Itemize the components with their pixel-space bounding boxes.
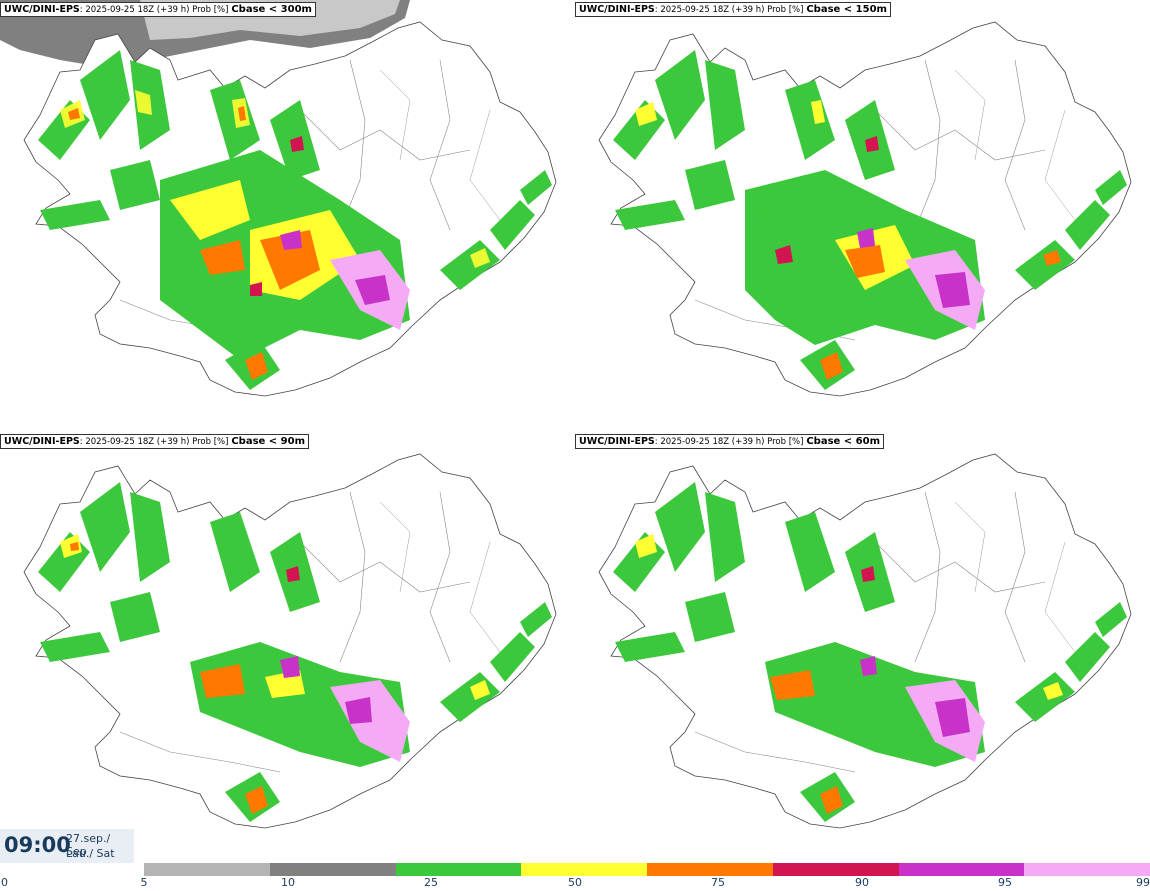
color-legend xyxy=(144,863,1150,876)
legend-swatch xyxy=(144,863,271,876)
run-info: : 2025-09-25 18Z (+39 h) Prob [%] xyxy=(654,437,804,447)
legend-tick-label: 50 xyxy=(568,876,582,889)
legend-swatch xyxy=(269,863,396,876)
legend-swatch xyxy=(772,863,899,876)
panel-title: UWC/DINI-EPS: 2025-09-25 18Z (+39 h) Pro… xyxy=(0,2,316,17)
legend-tick-label: 99 xyxy=(1136,876,1150,889)
panel-title: UWC/DINI-EPS: 2025-09-25 18Z (+39 h) Pro… xyxy=(0,434,309,449)
variable-label: Cbase < 60m xyxy=(806,436,880,447)
valid-time-box: 09:00 27.sep./ Sep Lau./ Sat xyxy=(0,829,134,863)
run-info: : 2025-09-25 18Z (+39 h) Prob [%] xyxy=(79,437,229,447)
panel-title: UWC/DINI-EPS: 2025-09-25 18Z (+39 h) Pro… xyxy=(575,2,891,17)
map-canvas xyxy=(598,453,1132,829)
map-canvas xyxy=(23,453,557,829)
model-name: UWC/DINI-EPS xyxy=(579,436,655,447)
legend-swatch xyxy=(898,863,1025,876)
model-name: UWC/DINI-EPS xyxy=(4,4,80,15)
run-info: : 2025-09-25 18Z (+39 h) Prob [%] xyxy=(654,5,804,15)
legend-tick-label: 75 xyxy=(711,876,725,889)
legend-swatch xyxy=(647,863,774,876)
map-canvas xyxy=(0,0,557,397)
model-name: UWC/DINI-EPS xyxy=(579,4,655,15)
valid-time: 09:00 xyxy=(4,833,71,857)
model-name: UWC/DINI-EPS xyxy=(4,436,80,447)
valid-date: 27.sep./ Sep xyxy=(66,832,111,858)
map-panel-cbase-60m: UWC/DINI-EPS: 2025-09-25 18Z (+39 h) Pro… xyxy=(575,432,1150,864)
map-panel-cbase-300m: UWC/DINI-EPS: 2025-09-25 18Z (+39 h) Pro… xyxy=(0,0,575,432)
legend-swatch xyxy=(395,863,522,876)
variable-label: Cbase < 300m xyxy=(231,4,312,15)
legend-tick-label: 25 xyxy=(424,876,438,889)
legend-tick-label: 90 xyxy=(855,876,869,889)
legend-tick-label: 5 xyxy=(140,876,148,889)
legend-tick-label: 95 xyxy=(998,876,1012,889)
panel-title: UWC/DINI-EPS: 2025-09-25 18Z (+39 h) Pro… xyxy=(575,434,884,449)
legend-swatch xyxy=(521,863,648,876)
legend-tick-label: 10 xyxy=(281,876,295,889)
run-info: : 2025-09-25 18Z (+39 h) Prob [%] xyxy=(79,5,229,15)
map-panel-cbase-90m: UWC/DINI-EPS: 2025-09-25 18Z (+39 h) Pro… xyxy=(0,432,575,864)
valid-weekday: Lau./ Sat xyxy=(66,847,115,860)
legend-swatch xyxy=(1024,863,1150,876)
variable-label: Cbase < 150m xyxy=(806,4,887,15)
legend-tick-label: 0 xyxy=(1,876,8,889)
map-canvas xyxy=(598,21,1132,397)
map-panel-cbase-150m: UWC/DINI-EPS: 2025-09-25 18Z (+39 h) Pro… xyxy=(575,0,1150,432)
variable-label: Cbase < 90m xyxy=(231,436,305,447)
